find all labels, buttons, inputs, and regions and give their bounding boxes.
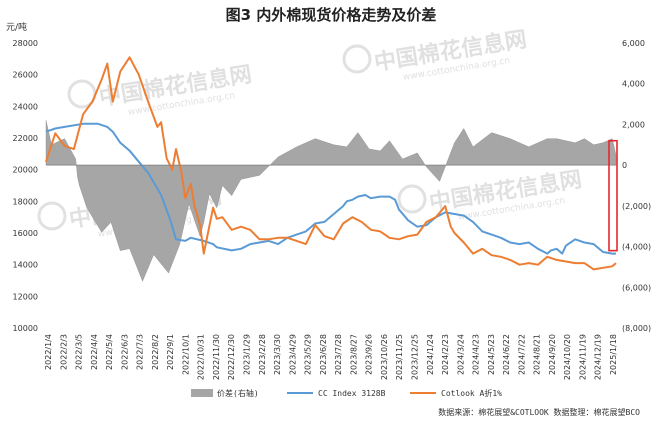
- x-tick-label: 2022/10/1: [181, 334, 190, 375]
- x-tick-label: 2023/2/28: [258, 334, 267, 375]
- x-tick-label: 2024/12/19: [594, 334, 603, 380]
- x-tick-label: 2022/2/3: [59, 334, 68, 370]
- y-tick-label-left: 28000: [13, 39, 38, 48]
- y-tick-label-left: 24000: [13, 102, 38, 111]
- x-tick-label: 2022/7/3: [136, 334, 145, 370]
- spread-area: [45, 120, 617, 282]
- watermark-logo-icon: [37, 201, 67, 231]
- y-tick-label-right: (8,000): [622, 324, 651, 333]
- x-tick-label: 2024/5/23: [487, 334, 496, 375]
- x-tick-label: 2022/4/4: [90, 334, 99, 370]
- x-tick-label: 2022/6/3: [120, 334, 129, 370]
- x-tick-label: 2024/6/22: [502, 334, 511, 375]
- y-tick-label-right: (4,000): [622, 243, 651, 252]
- y-tick-label-left: 16000: [13, 229, 38, 238]
- x-tick-label: 2022/9/1: [166, 334, 175, 370]
- x-tick-label: 2022/10/31: [197, 334, 206, 380]
- y-tick-label-right: (2,000): [622, 202, 651, 211]
- x-tick-label: 2024/1/24: [426, 334, 435, 375]
- x-tick-label: 2024/8/21: [533, 334, 542, 375]
- watermark-logo-icon: [397, 184, 427, 214]
- y-tick-label-right: 6,000: [622, 39, 645, 48]
- x-tick-label: 2024/10/20: [563, 334, 572, 380]
- cotlook-line: [45, 56, 617, 271]
- y-tick-label-left: 14000: [13, 261, 38, 270]
- x-tick-label: 2024/4/23: [472, 334, 481, 375]
- x-tick-label: 2023/11/25: [395, 334, 404, 380]
- x-tick-label: 2022/12/30: [227, 334, 236, 380]
- x-tick-label: 2022/8/2: [151, 334, 160, 370]
- spread-area-layer: [45, 120, 617, 282]
- source-note: 数据来源：棉花展望&COTLOOK 数据整理：棉花展望BCO: [438, 407, 640, 417]
- x-tick-label: 2023/10/26: [380, 334, 389, 380]
- y-tick-label-left: 10000: [13, 324, 38, 333]
- x-tick-label: 2023/8/27: [349, 334, 358, 375]
- cc-index-line: [45, 122, 616, 255]
- y-tick-label-left: 26000: [13, 71, 38, 80]
- chart-title: 图3 内外棉现货价格走势及价差: [226, 6, 437, 24]
- x-tick-label: 2024/9/20: [548, 334, 557, 375]
- x-tick-label: 2025/1/18: [609, 334, 618, 375]
- y-tick-label-right: 0: [622, 161, 627, 170]
- x-tick-label: 2022/3/5: [75, 334, 84, 370]
- x-tick-label: 2023/4/29: [288, 334, 297, 375]
- annotation-layer: [608, 139, 618, 252]
- y-tick-label-left: 22000: [13, 134, 38, 143]
- x-tick-label: 2024/7/22: [517, 334, 526, 375]
- y-axis-unit-label: 元/吨: [6, 21, 27, 33]
- y-tick-label-left: 20000: [13, 166, 38, 175]
- y-tick-label-right: 2,000: [622, 120, 645, 129]
- legend-swatch-spread: [191, 389, 213, 397]
- legend-label-cotlook: Cotlook A折1%: [441, 388, 502, 398]
- y-tick-label-right: (6,000): [622, 283, 651, 292]
- left-axis-ticks: 10000 12000 14000 16000 18000 20000 22000 24000…: [13, 39, 38, 333]
- y-tick-label-left: 12000: [13, 292, 38, 301]
- y-tick-label-right: 4,000: [622, 80, 645, 89]
- x-tick-label: 2023/1/29: [243, 334, 252, 375]
- legend-label-spread: 价差(右轴): [217, 388, 259, 398]
- y-tick-label-left: 18000: [13, 197, 38, 206]
- watermark-logo-icon: [342, 44, 372, 74]
- legend: 价差(右轴) CC Index 3128B Cotlook A折1%: [191, 388, 502, 398]
- x-tick-label: 2024/2/23: [441, 334, 450, 375]
- x-tick-label: 2023/5/29: [304, 334, 313, 375]
- x-axis-ticks: 2022/1/4 2022/2/3 2022/3/5 2022/4/4 2022/5/4…: [44, 334, 618, 380]
- x-tick-label: 2023/9/26: [365, 334, 374, 375]
- x-tick-label: 2023/12/25: [410, 334, 419, 380]
- x-tick-label: 2022/5/4: [105, 334, 114, 370]
- legend-label-cc-index: CC Index 3128B: [318, 389, 386, 398]
- x-tick-label: 2024/11/19: [578, 334, 587, 380]
- x-tick-label: 2023/3/30: [273, 334, 282, 375]
- x-tick-label: 2022/11/30: [212, 334, 221, 380]
- x-tick-label: 2023/7/28: [334, 334, 343, 375]
- x-tick-label: 2022/1/4: [44, 334, 53, 370]
- x-tick-label: 2024/3/24: [456, 334, 465, 375]
- right-axis-ticks: (8,000) (6,000) (4,000) (2,000) 0 2,000 4,000 6…: [622, 39, 651, 333]
- x-tick-label: 2023/6/28: [319, 334, 328, 375]
- price-lines-layer: [45, 56, 617, 271]
- highlight-rectangle: [608, 139, 618, 252]
